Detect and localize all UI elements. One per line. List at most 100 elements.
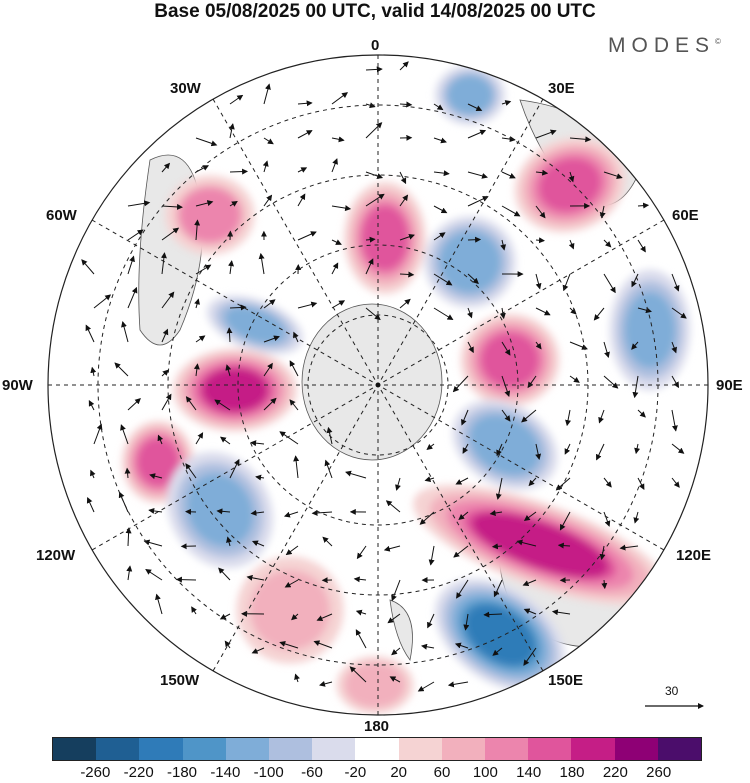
wind-vector bbox=[145, 568, 163, 581]
wind-vector bbox=[114, 362, 129, 377]
ural-low bbox=[609, 269, 691, 391]
wind-vector bbox=[551, 609, 571, 616]
brand-name: MODES bbox=[608, 34, 716, 57]
wind-vector bbox=[228, 123, 235, 139]
lon-label-30w: 30W bbox=[170, 80, 201, 97]
wind-vector bbox=[463, 613, 470, 631]
wind-vector bbox=[559, 511, 571, 531]
brand-mark: © bbox=[715, 37, 721, 46]
wind-vector bbox=[226, 536, 232, 547]
wind-vector bbox=[399, 298, 411, 309]
wind-vector bbox=[349, 666, 367, 683]
wind-vector bbox=[523, 608, 537, 615]
wind-vector bbox=[331, 136, 345, 143]
colorbar-swatch bbox=[182, 738, 226, 760]
wind-vector bbox=[143, 539, 163, 547]
wind-vector bbox=[452, 375, 469, 393]
wind-vector bbox=[632, 375, 639, 399]
wind-vector bbox=[90, 366, 97, 377]
wind-vector bbox=[424, 476, 435, 482]
wind-vector bbox=[489, 510, 503, 516]
wind-vector bbox=[250, 509, 265, 516]
colorbar-tick-label: -220 bbox=[123, 764, 154, 781]
wind-vector bbox=[385, 500, 401, 513]
wind-vector bbox=[175, 576, 197, 583]
colorbar-tick-label: -60 bbox=[301, 764, 323, 781]
wind-vector bbox=[455, 477, 469, 485]
wind-vector bbox=[86, 496, 95, 513]
wind-vector bbox=[399, 233, 415, 241]
wind-vector bbox=[535, 129, 557, 139]
wind-vector bbox=[433, 232, 446, 241]
colorbar-tick-label: 20 bbox=[390, 764, 407, 781]
colorbar-tick-label: 60 bbox=[433, 764, 451, 781]
anomaly-contour bbox=[179, 188, 241, 242]
wind-vector bbox=[501, 100, 512, 106]
wind-vector bbox=[365, 122, 383, 139]
wind-vector bbox=[193, 363, 200, 377]
wind-vector bbox=[501, 205, 521, 217]
wind-vector bbox=[568, 239, 575, 250]
wind-vector bbox=[195, 264, 212, 275]
wind-vector bbox=[521, 409, 537, 423]
wind-vector bbox=[279, 431, 299, 445]
wind-vector bbox=[161, 393, 172, 411]
wind-vector bbox=[250, 440, 265, 447]
lon-label-150e: 150E bbox=[548, 672, 584, 689]
wind-vector bbox=[195, 137, 218, 147]
wind-vector bbox=[263, 137, 274, 145]
wind-vector bbox=[331, 262, 339, 275]
wind-vector bbox=[458, 511, 469, 521]
wind-vector bbox=[229, 200, 238, 207]
wind-vector bbox=[331, 158, 338, 173]
wind-vector bbox=[195, 432, 204, 445]
wind-vector bbox=[331, 300, 346, 309]
wind-vector bbox=[389, 676, 401, 683]
colorbar-tick-label: 140 bbox=[516, 764, 542, 781]
wind-vector bbox=[155, 593, 163, 615]
wind-vector bbox=[535, 273, 542, 290]
wind-vector bbox=[421, 643, 435, 650]
wind-vector bbox=[365, 102, 376, 109]
colorbar-swatch bbox=[528, 738, 572, 760]
wind-vector bbox=[447, 681, 469, 688]
wind-vector bbox=[467, 341, 474, 354]
colorbar-swatch bbox=[571, 738, 615, 760]
wind-vector bbox=[671, 477, 680, 488]
wind-vector bbox=[127, 255, 135, 275]
colorbar-swatch bbox=[53, 738, 97, 760]
wind-vector bbox=[195, 200, 214, 207]
wind-vector bbox=[516, 539, 537, 547]
east-siberia-low bbox=[452, 400, 558, 490]
wind-vector bbox=[251, 540, 265, 547]
wind-vector bbox=[279, 641, 299, 649]
wind-vector bbox=[637, 307, 652, 314]
wind-vector bbox=[258, 252, 265, 275]
wind-vector bbox=[194, 219, 201, 241]
anomaly-contour bbox=[471, 512, 609, 578]
wind-vector bbox=[453, 545, 469, 558]
wind-vector bbox=[229, 94, 244, 105]
wind-vector bbox=[428, 545, 435, 566]
colorbar-swatch bbox=[398, 738, 442, 760]
wind-vector bbox=[229, 458, 240, 479]
wind-vector bbox=[297, 231, 317, 241]
wind-vector bbox=[214, 399, 231, 411]
wind-vector bbox=[251, 647, 265, 654]
wind-vector bbox=[219, 436, 231, 445]
pole-dot bbox=[375, 382, 381, 388]
wind-vector bbox=[535, 169, 549, 176]
wind-vector bbox=[383, 545, 401, 552]
anomaly-contour bbox=[482, 334, 538, 386]
wind-vector bbox=[493, 579, 503, 598]
wind-vector bbox=[120, 424, 129, 445]
wind-vector bbox=[229, 304, 247, 311]
wind-vector bbox=[593, 307, 605, 321]
colorbar-swatch bbox=[657, 738, 702, 760]
wind-vector bbox=[93, 294, 112, 309]
wind-vector bbox=[365, 236, 376, 243]
colorbar-swatch bbox=[269, 738, 313, 760]
wind-vector bbox=[399, 61, 409, 71]
wind-vector bbox=[619, 544, 639, 551]
wind-vector bbox=[491, 543, 503, 550]
